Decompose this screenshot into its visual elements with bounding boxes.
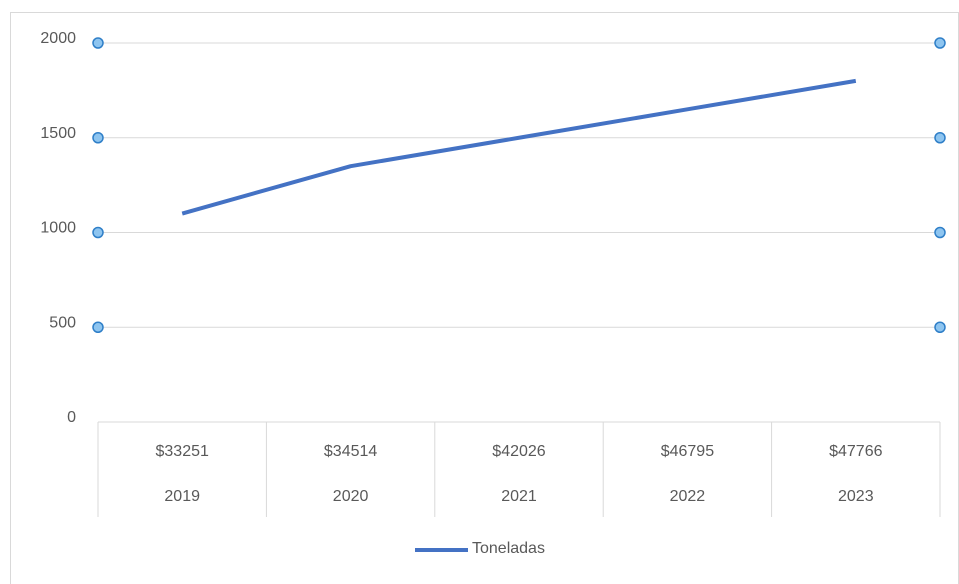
x-tick-label: $34514 <box>324 443 377 460</box>
selection-handle <box>92 132 104 144</box>
y-tick-label: 1000 <box>40 220 76 237</box>
chart-border <box>10 12 959 584</box>
y-tick-label: 500 <box>49 314 76 331</box>
selection-handle <box>92 321 104 333</box>
selection-handle <box>92 37 104 49</box>
x-tick-label: $47766 <box>829 443 882 460</box>
x-tick-label: $42026 <box>492 443 545 460</box>
x-tick-label: 2021 <box>501 488 537 505</box>
x-tick-label: $46795 <box>661 443 714 460</box>
y-tick-label: 2000 <box>40 30 76 47</box>
x-tick-label: 2019 <box>164 488 200 505</box>
x-tick-label: 2023 <box>838 488 874 505</box>
line-series <box>181 78 857 216</box>
selection-handle <box>934 37 946 49</box>
selection-handle <box>934 132 946 144</box>
legend-label: Toneladas <box>472 540 545 557</box>
y-tick-label: 0 <box>67 409 76 426</box>
y-tick-label: 1500 <box>40 125 76 142</box>
x-tick-label: 2022 <box>670 488 706 505</box>
x-tick-label: $33251 <box>156 443 209 460</box>
selection-handle <box>934 321 946 333</box>
selection-handle <box>92 226 104 239</box>
x-tick-label: 2020 <box>333 488 369 505</box>
selection-handle <box>934 226 946 239</box>
